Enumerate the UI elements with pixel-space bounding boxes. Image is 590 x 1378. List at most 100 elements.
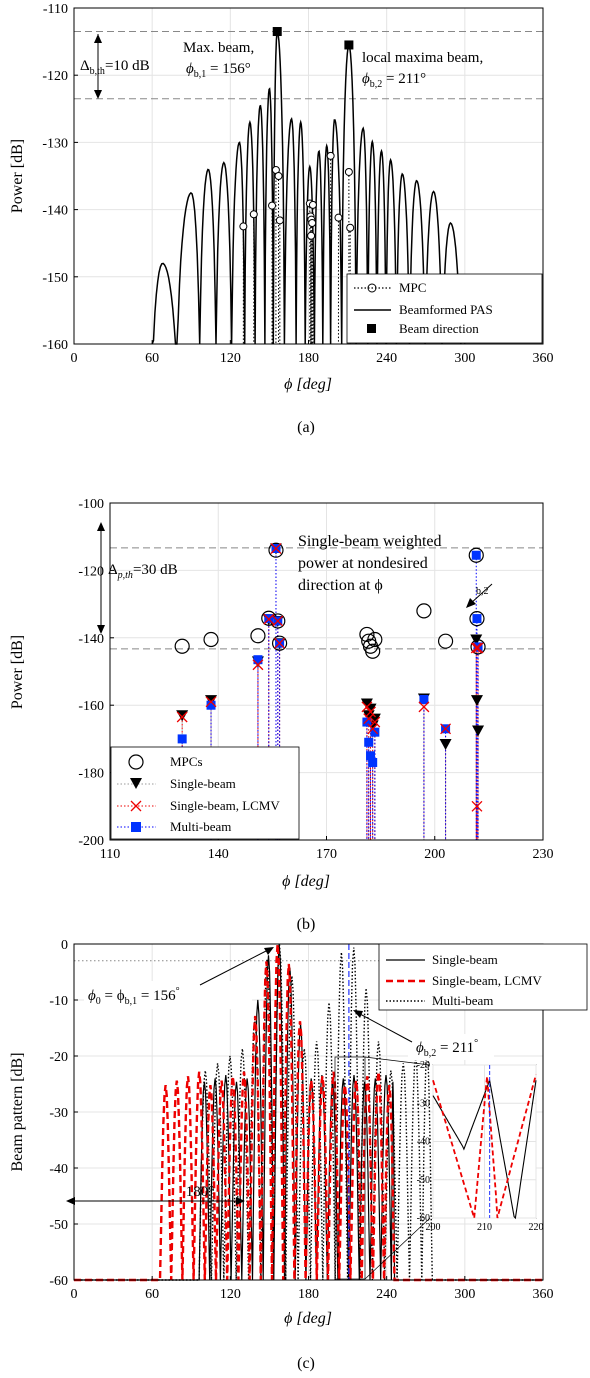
lcmv-beam-pattern: [74, 943, 543, 1282]
inset-x-tick-label: 200: [426, 1222, 441, 1233]
x-tick-label: 240: [376, 1287, 397, 1302]
x-tick-label: 140: [208, 847, 229, 862]
legend-item-beam-direction: Beam direction: [399, 321, 479, 336]
y-axis-label-a: Power [dB]: [9, 139, 26, 213]
panel-label-a: (a): [297, 419, 315, 436]
inset-lcmv-beam: [432, 1074, 537, 1219]
single-beam-marker: [470, 695, 483, 707]
threshold-lines-a: [74, 31, 543, 100]
x-axis-label-a: ϕ [deg]: [284, 376, 332, 393]
legend-item-multi-beam-c: Multi-beam: [432, 993, 493, 1008]
legend-item-single-beam: Single-beam: [170, 776, 236, 791]
multi-beam-marker: [370, 727, 380, 737]
legend-item-pas: Beamformed PAS: [399, 302, 493, 317]
y-tick-label: -160: [42, 338, 68, 353]
multi-beam-pattern: [74, 944, 543, 1281]
phi0-annotation: ϕ0 = ϕb,1 = 156°: [84, 947, 274, 1009]
x-tick-label: 230: [533, 847, 554, 862]
mpc-marker: [308, 219, 317, 228]
beam-direction-marker: [344, 40, 354, 50]
lcmv-marker: [270, 543, 282, 554]
mpc-markers-a: [239, 151, 355, 240]
lcmv-marker: [418, 701, 430, 713]
local-maxima-annotation: local maxima beam,: [362, 50, 483, 66]
multi-beam-marker: [364, 737, 374, 747]
multi-beam-marker: [472, 614, 482, 624]
nondesired-direction-note: Single-beam weighted power at nondesired…: [298, 533, 493, 608]
x-tick-label: 360: [533, 1287, 554, 1302]
legend-b: MPCs Single-beam Single-beam, LCMV Multi…: [110, 746, 300, 840]
lcmv-marker: [367, 723, 379, 735]
y-tick-label: -160: [78, 699, 104, 714]
mpc-marker: [239, 222, 248, 231]
lcmv-marker: [272, 615, 284, 627]
inset-y-tick-label: -20: [417, 1060, 430, 1071]
legend-item-single-beam-c: Single-beam: [432, 952, 498, 967]
y-ticks-a: -110 -120 -130 -140 -150 -160: [42, 2, 78, 353]
multi-beam-marker: [471, 550, 481, 560]
lcmv-marker: [274, 637, 286, 649]
x-tick-label: 180: [298, 351, 319, 366]
delta-bth-annotation: Δb,th=10 dB: [80, 34, 150, 99]
x-tick-label: 60: [145, 351, 159, 366]
mpc-marker: [326, 151, 335, 160]
lcmv-marker: [361, 701, 373, 713]
single-beam-marker: [439, 738, 452, 750]
y-tick-label: -110: [43, 2, 68, 17]
mpc-marker: [334, 213, 343, 222]
max-beam-annotation: Max. beam,: [183, 40, 254, 56]
x-axis-label-b: ϕ [deg]: [282, 873, 330, 890]
inset-y-tick-label: -40: [417, 1137, 430, 1148]
x-ticks-a: 0 60 120 180 240 300 360: [71, 340, 554, 366]
y-tick-label: -120: [78, 564, 104, 579]
y-tick-label: -140: [42, 204, 68, 219]
x-tick-label: 120: [220, 351, 241, 366]
y-tick-label: -140: [78, 632, 104, 647]
lcmv-marker: [471, 800, 483, 812]
inset-y-tick-label: -50: [417, 1175, 430, 1186]
single-beam-marker: [176, 710, 189, 722]
mpc-marker: [416, 603, 432, 619]
x-tick-label: 120: [220, 1287, 241, 1302]
threshold-lines-b: [110, 547, 543, 650]
y-tick-label: -120: [42, 69, 68, 84]
mpc-marker: [468, 547, 484, 563]
legend-item-lcmv-c: Single-beam, LCMV: [432, 973, 542, 988]
legend-item-mpc: MPC: [399, 280, 426, 295]
y-axis-label-b: Power [dB]: [9, 635, 26, 709]
multi-beam-marker: [362, 717, 372, 727]
x-tick-label: 360: [533, 351, 554, 366]
x-tick-label: 170: [316, 847, 337, 862]
svg-text:180°: 180°: [186, 1184, 215, 1200]
multi-beam-marker: [368, 757, 378, 767]
x-ticks-c: 0 60 120 180 240 300 360: [71, 1276, 554, 1302]
y-axis-label-c: Beam pattern [dB]: [9, 1052, 26, 1171]
zoom-connector: [334, 1056, 431, 1280]
panel-b: 110 140 170 200 230 -100 -120 -140 -160 -180 -200…: [9, 497, 554, 933]
multi-beam-marker: [177, 734, 187, 744]
y-tick-label: -180: [78, 767, 104, 782]
svg-text:Δp,th=30 dB: Δp,th=30 dB: [108, 562, 178, 581]
mpc-marker: [359, 626, 375, 643]
lcmv-marker: [263, 613, 275, 625]
y-tick-label: -150: [42, 271, 68, 286]
y-tick-label: -20: [49, 1050, 68, 1065]
zoom-inset: 200 210 220 -20 -30 -40 -50 -60: [417, 1060, 544, 1233]
legend-item-mpcs: MPCs: [170, 754, 203, 769]
lcmv-marker: [205, 696, 217, 708]
single-beam-marker: [205, 695, 218, 707]
single-beam-marker: [470, 634, 483, 646]
delta-pth-annotation: Δp,th=30 dB: [97, 522, 178, 634]
lcmv-marker: [472, 642, 484, 654]
multi-beam-marker: [366, 751, 376, 761]
mpc-stems-a: [242, 155, 351, 344]
svg-text:direction at ϕ: direction at ϕ: [298, 577, 383, 594]
inset-grid: [432, 1064, 537, 1219]
markers-b: [174, 542, 486, 812]
y-ticks-c: 0 -10 -20 -30 -40 -50 -60: [49, 938, 78, 1289]
mpc-marker: [249, 210, 258, 219]
y-tick-label: -100: [78, 497, 104, 512]
beam-direction-marker: [272, 27, 282, 37]
phi-b2-annotation: ϕb,2 = 211°: [353, 1010, 494, 1060]
mpc-marker: [274, 172, 283, 180]
